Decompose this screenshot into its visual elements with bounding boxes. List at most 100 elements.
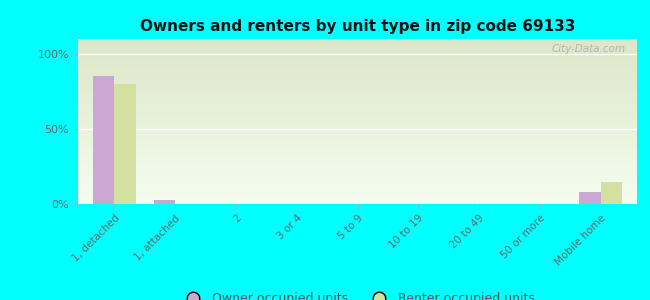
Bar — [78, 40, 637, 41]
Bar — [78, 133, 637, 134]
Bar — [78, 58, 637, 59]
Bar — [78, 178, 637, 179]
Bar — [78, 49, 637, 50]
Bar — [78, 152, 637, 153]
Bar — [78, 94, 637, 95]
Legend: Owner occupied units, Renter occupied units: Owner occupied units, Renter occupied un… — [176, 287, 540, 300]
Bar — [78, 71, 637, 72]
Bar — [78, 182, 637, 183]
Bar — [78, 165, 637, 166]
Bar — [78, 142, 637, 143]
Bar — [78, 109, 637, 110]
Bar — [78, 176, 637, 177]
Bar — [78, 67, 637, 68]
Bar — [78, 162, 637, 163]
Bar — [78, 160, 637, 161]
Bar — [78, 90, 637, 91]
Bar — [78, 62, 637, 63]
Bar — [78, 202, 637, 203]
Bar — [78, 126, 637, 127]
Bar — [78, 77, 637, 78]
Bar — [78, 174, 637, 175]
Bar — [78, 188, 637, 189]
Bar — [78, 141, 637, 142]
Bar — [78, 101, 637, 102]
Bar — [78, 75, 637, 76]
Bar — [78, 88, 637, 89]
Bar — [78, 50, 637, 51]
Bar — [78, 170, 637, 171]
Bar — [78, 128, 637, 129]
Bar — [78, 184, 637, 185]
Bar — [78, 192, 637, 193]
Bar — [78, 114, 637, 115]
Bar — [78, 179, 637, 180]
Bar — [78, 112, 637, 113]
Bar — [78, 108, 637, 109]
Bar — [78, 51, 637, 52]
Bar — [78, 168, 637, 169]
Bar — [78, 103, 637, 104]
Bar — [78, 161, 637, 162]
Bar — [78, 147, 637, 148]
Bar — [78, 63, 637, 64]
Bar — [78, 68, 637, 69]
Bar — [154, 200, 176, 204]
Bar — [78, 52, 637, 53]
Bar — [78, 105, 637, 106]
Bar — [78, 140, 637, 141]
Bar — [78, 167, 637, 168]
Bar — [78, 92, 637, 93]
Bar — [78, 80, 637, 81]
Bar — [78, 131, 637, 132]
Bar — [78, 113, 637, 114]
Bar — [78, 83, 637, 84]
Bar — [78, 46, 637, 47]
Bar — [78, 100, 637, 101]
Bar — [78, 124, 637, 125]
Bar — [78, 135, 637, 136]
Bar — [78, 64, 637, 65]
Bar — [78, 185, 637, 186]
Bar — [78, 139, 637, 140]
Bar — [78, 56, 637, 57]
Bar — [78, 198, 637, 199]
Bar — [78, 193, 637, 194]
Bar — [78, 154, 637, 155]
Bar — [78, 146, 637, 147]
Bar — [78, 97, 637, 98]
Bar — [78, 166, 637, 167]
Bar — [78, 53, 637, 54]
Bar — [93, 76, 114, 204]
Bar — [78, 76, 637, 77]
Bar — [78, 81, 637, 82]
Bar — [78, 127, 637, 128]
Bar — [78, 54, 637, 55]
Bar — [601, 182, 622, 204]
Bar — [78, 194, 637, 195]
Bar — [78, 115, 637, 116]
Bar — [78, 82, 637, 83]
Bar — [78, 157, 637, 158]
Bar — [78, 60, 637, 61]
Bar — [78, 129, 637, 130]
Bar — [78, 144, 637, 145]
Bar — [78, 138, 637, 139]
Bar — [78, 57, 637, 58]
Bar — [78, 41, 637, 42]
Bar — [78, 66, 637, 67]
Bar — [78, 96, 637, 97]
Bar — [78, 148, 637, 149]
Bar — [78, 72, 637, 73]
Bar — [78, 107, 637, 108]
Bar — [78, 61, 637, 62]
Bar — [78, 74, 637, 75]
Bar — [78, 110, 637, 111]
Bar — [78, 153, 637, 154]
Bar — [78, 155, 637, 156]
Bar — [78, 40, 637, 41]
Bar — [78, 183, 637, 184]
Bar — [78, 173, 637, 174]
Bar — [78, 120, 637, 121]
Bar — [78, 45, 637, 46]
